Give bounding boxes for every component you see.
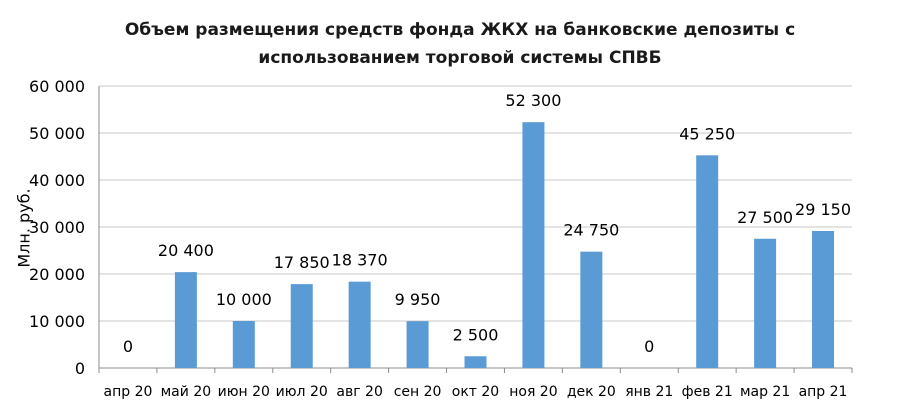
bar xyxy=(580,251,603,368)
bar xyxy=(406,321,429,368)
x-tick-label: ноя 20 xyxy=(509,384,557,400)
x-tick-label: июн 20 xyxy=(218,384,270,400)
bar xyxy=(754,238,777,368)
bar xyxy=(522,122,545,368)
chart-title-line-2: использованием торговой системы СПВБ xyxy=(258,48,662,68)
y-tick-label: 20 000 xyxy=(29,265,85,284)
bar xyxy=(348,281,371,368)
data-label: 10 000 xyxy=(216,290,272,309)
y-tick-label: 60 000 xyxy=(29,77,85,96)
data-label: 2 500 xyxy=(453,325,499,344)
x-tick-label: апр 20 xyxy=(104,384,153,400)
x-tick-label: апр 21 xyxy=(799,384,848,400)
data-label: 29 150 xyxy=(795,200,851,219)
bar xyxy=(812,230,835,368)
data-label: 0 xyxy=(644,337,654,356)
y-tick-label: 40 000 xyxy=(29,171,85,190)
x-tick-label: дек 20 xyxy=(567,384,616,400)
x-tick-label: сен 20 xyxy=(394,384,442,400)
x-tick-label: июл 20 xyxy=(276,384,328,400)
data-label: 18 370 xyxy=(332,251,388,270)
y-tick-label: 30 000 xyxy=(29,218,85,237)
y-tick-label: 10 000 xyxy=(29,312,85,331)
bar xyxy=(174,272,197,368)
x-tick-label: авг 20 xyxy=(336,384,382,400)
y-tick-label: 50 000 xyxy=(29,124,85,143)
x-tick-label: мар 21 xyxy=(740,384,790,400)
x-tick-label: май 20 xyxy=(161,384,212,400)
data-label: 9 950 xyxy=(395,290,441,309)
x-tick-label: фев 21 xyxy=(682,384,733,400)
data-label: 52 300 xyxy=(505,91,561,110)
data-label: 45 250 xyxy=(679,124,735,143)
bar xyxy=(696,155,719,368)
data-label: 0 xyxy=(123,337,133,356)
data-label: 27 500 xyxy=(737,208,793,227)
data-label: 17 850 xyxy=(274,253,330,272)
y-tick-label: 0 xyxy=(75,359,85,378)
x-tick-label: окт 20 xyxy=(452,384,499,400)
bar xyxy=(232,321,255,368)
bar xyxy=(464,356,487,368)
x-tick-label: янв 21 xyxy=(625,384,673,400)
data-label: 24 750 xyxy=(563,221,619,240)
data-label: 20 400 xyxy=(158,241,214,260)
chart-title-line-1: Объем размещения средств фонда ЖКХ на ба… xyxy=(124,20,796,40)
bar xyxy=(290,284,313,368)
